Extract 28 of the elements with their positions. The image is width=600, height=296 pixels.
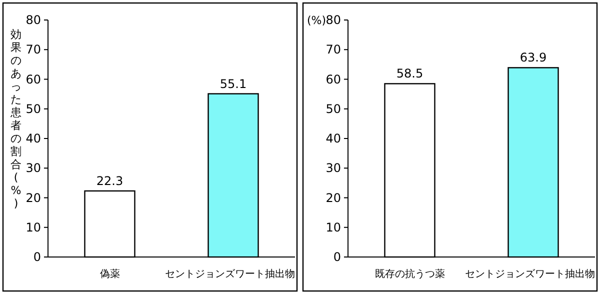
y-tick-label: 30 xyxy=(26,161,41,176)
x-tick-label: 偽薬 xyxy=(100,268,120,280)
y-tick-label: 20 xyxy=(26,190,41,205)
y-tick-label: 0 xyxy=(33,250,41,264)
y-tick-label: 80 xyxy=(26,13,41,27)
data-label: 55.1 xyxy=(220,76,247,91)
y-tick-label: 40 xyxy=(326,132,341,146)
data-label: 63.9 xyxy=(520,50,547,65)
y-tick-label: 50 xyxy=(26,102,41,116)
y-tick-label: 20 xyxy=(326,190,341,205)
y-tick-label: 10 xyxy=(326,220,341,234)
data-label: 58.5 xyxy=(396,66,424,81)
y-tick-label: 40 xyxy=(26,132,41,146)
y-axis-title: (%) xyxy=(306,14,326,27)
y-tick-label: 70 xyxy=(326,42,341,57)
y-tick-label: 50 xyxy=(326,102,341,116)
y-tick-label: 60 xyxy=(326,72,341,86)
text: 効果のあった患者の割合(%) xyxy=(10,28,22,210)
y-tick-label: 60 xyxy=(26,72,41,86)
x-tick-label: セントジョンズワート抽出物 xyxy=(465,268,595,280)
y-tick-label: 70 xyxy=(26,42,41,57)
y-tick-label: 80 xyxy=(326,13,341,27)
y-tick-label: 30 xyxy=(326,161,341,176)
y-tick-label: 0 xyxy=(333,250,341,264)
data-label: 22.3 xyxy=(96,174,124,188)
y-tick-label: 10 xyxy=(26,220,41,234)
x-tick-label: セントジョンズワート抽出物 xyxy=(165,268,295,280)
x-tick-label: 既存の抗うつ薬 xyxy=(374,268,445,280)
